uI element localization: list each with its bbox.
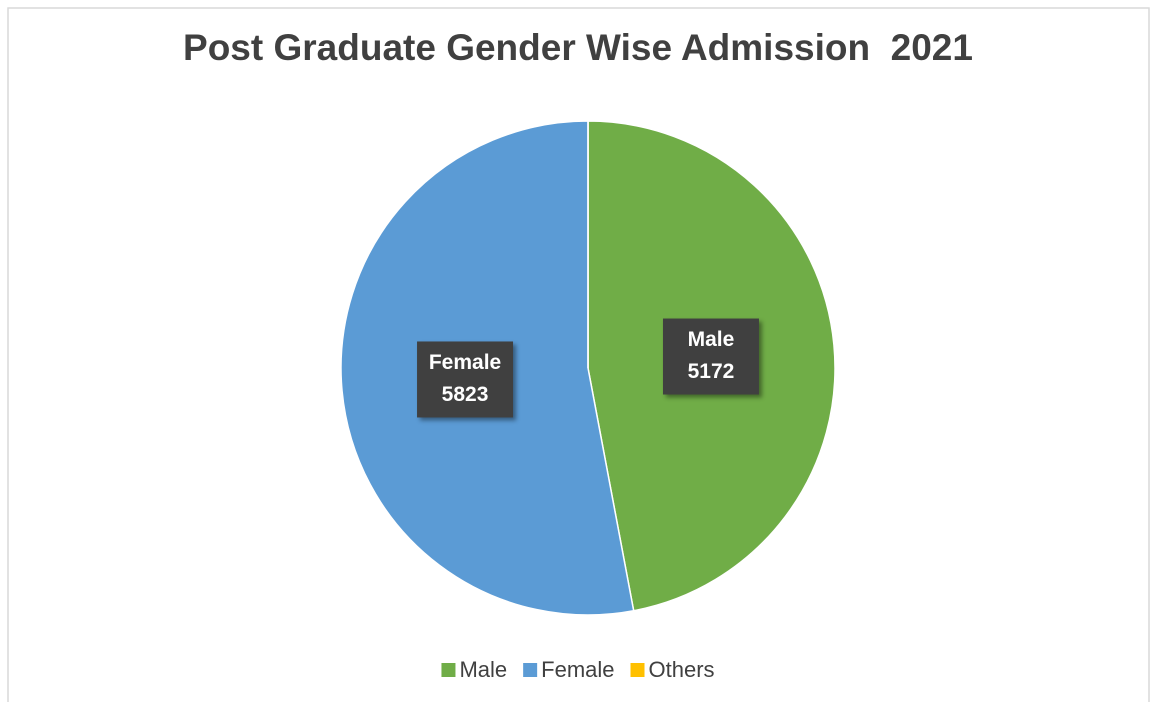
legend-box bbox=[417, 650, 739, 690]
data-label: Male 5172 bbox=[662, 318, 759, 395]
legend: Male Female Others bbox=[417, 650, 739, 690]
legend-swatch bbox=[630, 663, 645, 677]
data-label-box bbox=[417, 341, 514, 418]
data-label-value: 5823 bbox=[442, 383, 489, 406]
data-label-category: Female bbox=[429, 351, 501, 374]
legend-swatch bbox=[441, 663, 456, 677]
legend-swatch bbox=[523, 663, 538, 677]
data-label: Female 5823 bbox=[417, 341, 514, 418]
legend-label: Male bbox=[459, 657, 507, 682]
data-label-box bbox=[662, 318, 759, 395]
legend-label: Female bbox=[541, 657, 614, 682]
legend-label: Others bbox=[649, 657, 715, 682]
data-label-category: Male bbox=[688, 328, 735, 351]
chart-title: Post Graduate Gender Wise Admission 2021 bbox=[183, 27, 973, 68]
data-label-value: 5172 bbox=[688, 360, 735, 383]
